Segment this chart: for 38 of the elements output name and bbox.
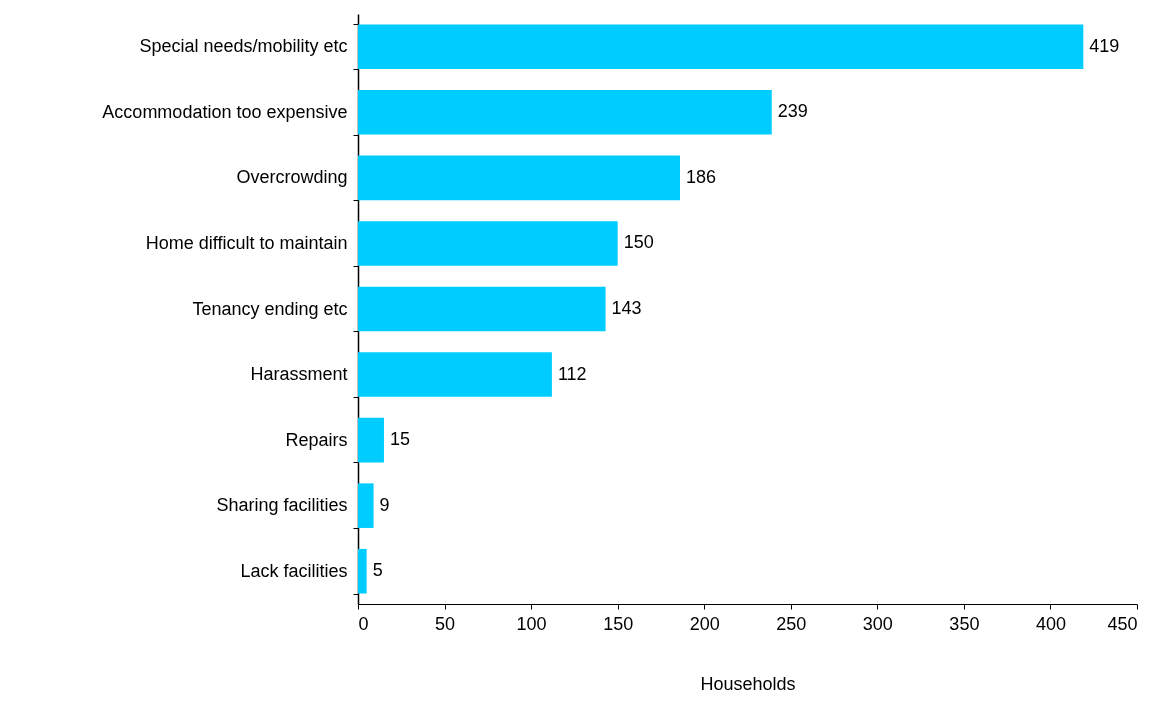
bar bbox=[358, 417, 384, 463]
data-label: 419 bbox=[1089, 35, 1120, 56]
data-label: 186 bbox=[685, 166, 717, 187]
x-axis-title: Households bbox=[700, 673, 796, 694]
y-tick-label: Overcrowding bbox=[236, 167, 348, 188]
data-label: 143 bbox=[611, 298, 642, 318]
bar bbox=[358, 286, 606, 332]
data-label: 239 bbox=[777, 101, 808, 122]
data-label: 5 bbox=[372, 560, 383, 581]
x-tick-label: 300 bbox=[862, 613, 893, 634]
y-tick-label: Tenancy ending etc bbox=[192, 298, 348, 319]
x-tick-label: 150 bbox=[603, 613, 634, 634]
y-tick-label: Sharing facilities bbox=[216, 495, 348, 516]
y-tick-label: Home difficult to maintain bbox=[145, 232, 348, 253]
x-tick-label: 0 bbox=[358, 613, 369, 634]
x-tick-label: 350 bbox=[949, 613, 980, 634]
y-tick-label: Special needs/mobility etc bbox=[139, 36, 348, 57]
x-tick-label: 400 bbox=[1035, 613, 1066, 634]
data-label: 15 bbox=[389, 429, 410, 450]
data-label: 150 bbox=[623, 232, 654, 253]
bar bbox=[358, 24, 1084, 70]
y-tick-label: Lack facilities bbox=[240, 560, 348, 581]
x-tick-label: 250 bbox=[776, 613, 807, 634]
data-label: 112 bbox=[557, 363, 587, 384]
x-tick-label: 200 bbox=[689, 613, 720, 634]
bar bbox=[358, 483, 374, 528]
bar bbox=[358, 221, 618, 266]
x-tick-label: 50 bbox=[435, 613, 456, 634]
bar bbox=[358, 155, 680, 201]
bar bbox=[358, 352, 552, 397]
x-tick-label: 450 bbox=[1107, 613, 1138, 634]
data-label: 9 bbox=[379, 494, 390, 515]
bar bbox=[358, 548, 367, 594]
y-tick-label: Repairs bbox=[285, 429, 348, 450]
y-tick-label: Harassment bbox=[250, 364, 348, 385]
y-tick-label: Accommodation too expensive bbox=[102, 101, 348, 122]
x-tick-label: 100 bbox=[516, 613, 547, 634]
bar bbox=[358, 90, 772, 135]
